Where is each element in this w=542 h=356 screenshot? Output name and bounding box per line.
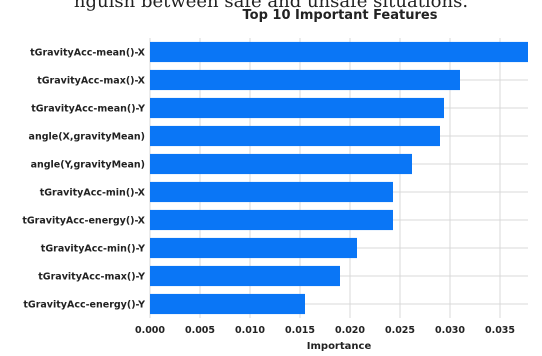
bar — [150, 41, 528, 63]
x-tick-label: 0.025 — [385, 325, 415, 336]
bar — [150, 153, 412, 175]
bar — [150, 181, 393, 203]
category-label: tGravityAcc-max()-X — [37, 76, 145, 87]
bar — [150, 265, 340, 287]
category-label: tGravityAcc-mean()-Y — [31, 104, 145, 115]
x-tick-label: 0.035 — [485, 325, 515, 336]
category-label: tGravityAcc-max()-Y — [38, 272, 145, 283]
x-axis-label: Importance — [307, 341, 372, 352]
x-tick-labels: 0.000 0.005 0.010 0.015 0.020 0.025 0.030 0.035 — [135, 325, 515, 336]
category-labels: tGravityAcc-mean()-X tGravityAcc-max()-X t… — [22, 48, 145, 311]
x-tick-label: 0.020 — [335, 325, 365, 336]
chart-title: Top 10 Important Features — [242, 8, 438, 23]
category-label: angle(Y,gravityMean) — [31, 160, 145, 171]
bar — [150, 125, 440, 147]
bar — [150, 209, 393, 231]
bar — [150, 293, 305, 315]
x-tick-label: 0.030 — [435, 325, 465, 336]
x-tick-label: 0.005 — [185, 325, 215, 336]
category-label: tGravityAcc-mean()-X — [30, 48, 146, 59]
bars — [150, 41, 528, 315]
category-label: tGravityAcc-min()-Y — [41, 244, 145, 255]
bar — [150, 69, 460, 91]
category-label: tGravityAcc-min()-X — [40, 188, 146, 199]
bar — [150, 97, 444, 119]
top-caption-text: nguish between safe and unsafe situation… — [73, 0, 469, 12]
x-tick-label: 0.000 — [135, 325, 165, 336]
x-tick-label: 0.010 — [235, 325, 265, 336]
x-tick-label: 0.015 — [285, 325, 315, 336]
category-label: angle(X,gravityMean) — [29, 132, 145, 143]
category-label: tGravityAcc-energy()-X — [22, 216, 145, 227]
bar — [150, 237, 357, 259]
category-label: tGravityAcc-energy()-Y — [23, 300, 145, 311]
